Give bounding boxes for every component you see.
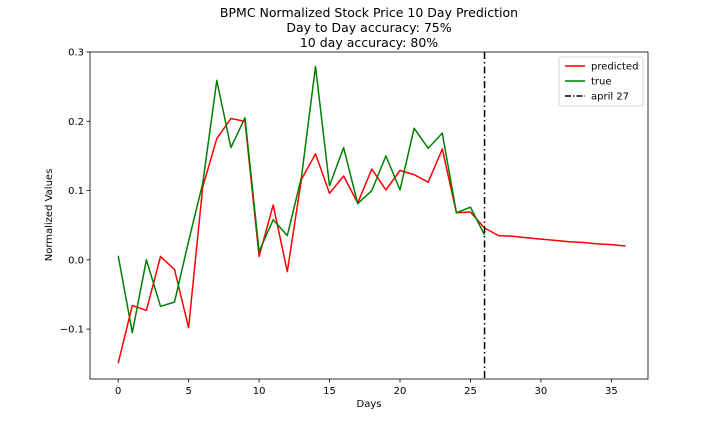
y-axis-label: Normalized Values [44, 169, 55, 262]
x-tick-label: 30 [535, 386, 548, 397]
y-tick-label: 0.3 [68, 48, 84, 59]
legend-label-april-27: april 27 [591, 92, 629, 103]
y-tick-label: 0.2 [68, 117, 84, 128]
x-tick-label: 0 [115, 386, 121, 397]
series-line-true [117, 65, 486, 334]
legend-label-true: true [591, 77, 612, 88]
axis-ticks: 0 5 10 15 20 25 30 35 −0.1 0.0 0.1 0.2 0.3 [60, 48, 618, 398]
legend-box [558, 56, 644, 107]
y-tick-label: −0.1 [60, 325, 84, 336]
legend: predicted true april 27 [558, 56, 644, 107]
axes-frame [89, 51, 649, 380]
plot-area [89, 51, 649, 380]
chart-title-line-2: Day to Day accuracy: 75% [286, 20, 451, 35]
x-tick-label: 5 [185, 386, 191, 397]
chart-title-line-1: BPMC Normalized Stock Price 10 Day Predi… [220, 5, 518, 20]
legend-label-predicted: predicted [591, 62, 638, 73]
chart-title: BPMC Normalized Stock Price 10 Day Predi… [220, 5, 518, 50]
y-tick-label: 0.1 [68, 186, 84, 197]
x-tick-label: 25 [464, 386, 477, 397]
x-tick-label: 15 [323, 386, 336, 397]
x-tick-label: 10 [253, 386, 266, 397]
chart-title-line-3: 10 day accuracy: 80% [300, 35, 438, 50]
x-tick-label: 20 [394, 386, 407, 397]
series-line-predicted [117, 117, 626, 364]
x-axis-label: Days [357, 399, 382, 410]
x-tick-label: 35 [605, 386, 618, 397]
y-tick-label: 0.0 [68, 255, 84, 266]
